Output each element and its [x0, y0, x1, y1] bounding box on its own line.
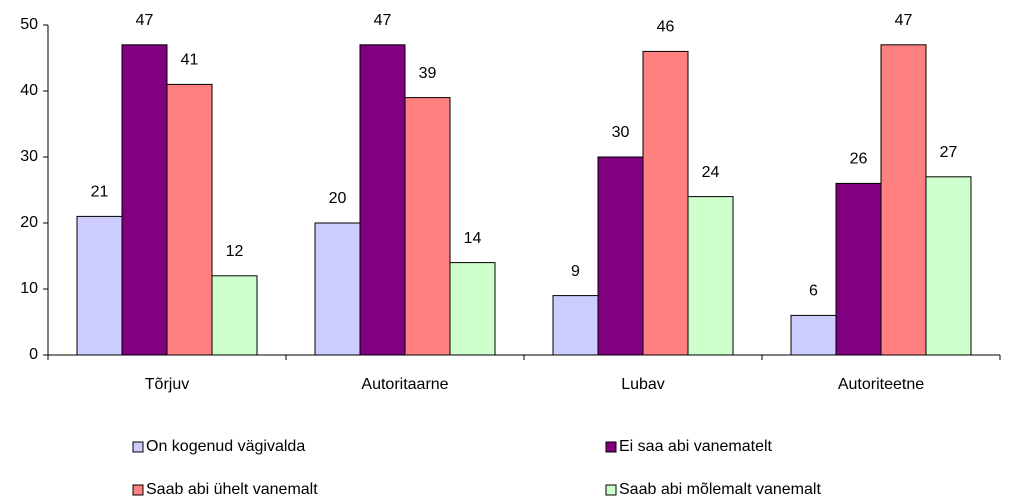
- bar: [166, 83, 213, 356]
- y-tick-label: 0: [29, 346, 38, 363]
- data-label: 30: [612, 124, 630, 141]
- bar: [404, 97, 451, 356]
- bar: [790, 314, 837, 356]
- data-label: 26: [850, 151, 868, 168]
- data-label: 47: [374, 12, 392, 29]
- legend-label: Saab abi mõlemalt vanemalt: [619, 481, 821, 498]
- y-tick-label: 10: [20, 280, 38, 297]
- bar: [359, 44, 406, 356]
- bar: [76, 215, 123, 356]
- y-tick-label: 50: [20, 16, 38, 33]
- y-tick-label: 30: [20, 148, 38, 165]
- bar: [552, 295, 599, 356]
- legend-swatch: [605, 484, 617, 496]
- legend-label: On kogenud vägivalda: [146, 438, 305, 455]
- bar: [880, 44, 927, 356]
- x-tick-label: Autoritaarne: [361, 376, 448, 393]
- y-tick-label: 20: [20, 214, 38, 231]
- data-label: 27: [940, 144, 958, 161]
- bar: [687, 196, 734, 356]
- x-tick-label: Tõrjuv: [145, 376, 189, 393]
- legend-label: Saab abi ühelt vanemalt: [146, 481, 318, 498]
- data-label: 47: [136, 12, 154, 29]
- data-label: 39: [419, 65, 437, 82]
- legend-swatch: [605, 441, 617, 453]
- data-label: 14: [464, 230, 482, 247]
- data-label: 47: [895, 12, 913, 29]
- bar: [597, 156, 644, 356]
- data-label: 41: [181, 52, 199, 69]
- data-label: 24: [702, 164, 720, 181]
- bar: [925, 176, 972, 356]
- x-tick-label: Autoriteetne: [838, 376, 924, 393]
- data-label: 20: [329, 190, 347, 207]
- data-label: 12: [226, 243, 244, 260]
- data-label: 6: [809, 283, 818, 300]
- y-tick-label: 40: [20, 82, 38, 99]
- data-label: 46: [657, 19, 675, 36]
- x-tick-label: Lubav: [621, 376, 665, 393]
- bar: [314, 222, 361, 356]
- legend-swatch: [132, 441, 144, 453]
- bar: [121, 44, 168, 356]
- data-label: 21: [91, 184, 109, 201]
- data-label: 9: [571, 263, 580, 280]
- legend-label: Ei saa abi vanematelt: [619, 438, 773, 455]
- bar: [642, 50, 689, 356]
- bar: [449, 262, 496, 356]
- legend-swatch: [132, 484, 144, 496]
- bar: [835, 182, 882, 356]
- bar: [211, 275, 258, 356]
